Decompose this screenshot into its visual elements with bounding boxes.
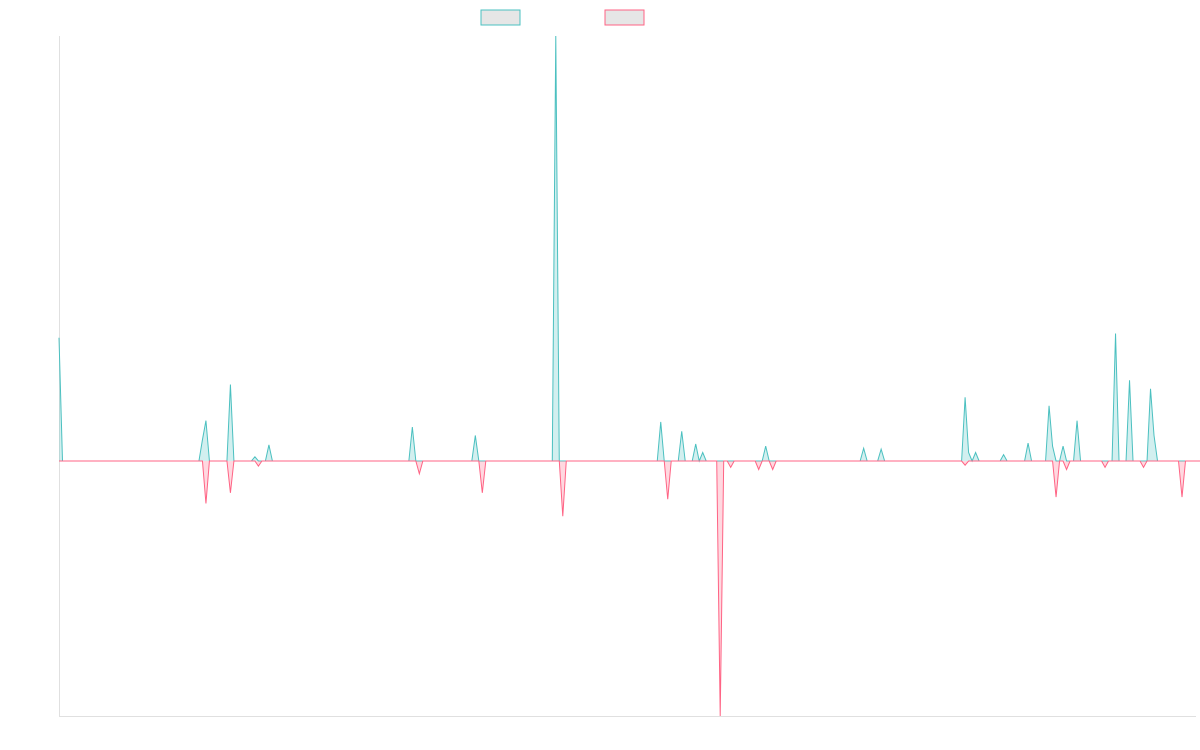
plot-area [58,35,1200,717]
series-2-line[interactable] [59,460,1200,717]
legend-item-series-2[interactable] [604,9,645,26]
legend-swatch-series-1 [480,9,521,26]
series-layer [58,35,1200,717]
series-2-area [59,461,1200,716]
legend [480,9,645,26]
series-1-line[interactable] [58,35,1200,463]
legend-item-series-1[interactable] [480,9,521,26]
legend-swatch-series-2 [604,9,645,26]
